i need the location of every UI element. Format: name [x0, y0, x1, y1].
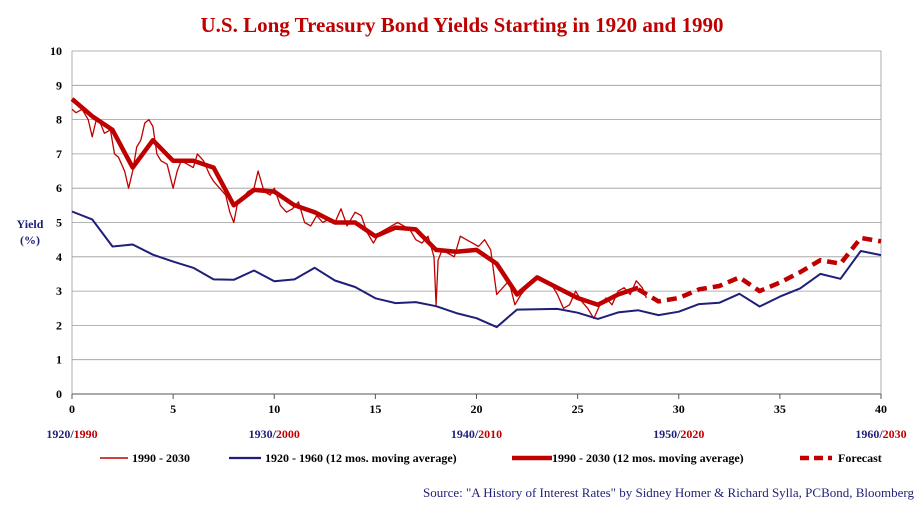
legend-label-1990-2030: 1990 - 2030 — [132, 451, 190, 465]
y-tick-label: 8 — [56, 113, 62, 127]
x-tick-label: 15 — [369, 402, 381, 416]
decade-labels: 1920/1990 1930/2000 1940/2010 1950/2020 1960… — [46, 427, 906, 441]
chart-title: U.S. Long Treasury Bond Yields Starting … — [201, 13, 724, 37]
decade-label: 1940/2010 — [451, 427, 502, 441]
x-tick-label: 20 — [471, 402, 483, 416]
gridlines — [71, 50, 882, 395]
decade-label: 1920/1990 — [46, 427, 97, 441]
y-tick-label: 2 — [56, 318, 62, 332]
x-tick-label: 35 — [774, 402, 786, 416]
series-lines — [70, 97, 882, 329]
x-tick-label: 5 — [170, 402, 176, 416]
y-tick-label: 0 — [56, 387, 62, 401]
source-note: Source: "A History of Interest Rates" by… — [423, 485, 914, 500]
y-axis-label: Yield — [17, 217, 44, 231]
decade-label: 1930/2000 — [249, 427, 300, 441]
y-tick-label: 6 — [56, 181, 62, 195]
legend-label-1920-1960: 1920 - 1960 (12 mos. moving average) — [265, 451, 457, 465]
legend-label-forecast: Forecast — [838, 451, 882, 465]
y-tick-labels: 0 1 2 3 4 5 6 7 8 9 10 — [50, 44, 62, 401]
series-line-thick-red — [70, 97, 640, 308]
x-tick-label: 25 — [572, 402, 584, 416]
y-tick-label: 9 — [56, 78, 62, 92]
decade-label: 1960/2030 — [855, 427, 906, 441]
x-tick-label: 40 — [875, 402, 887, 416]
decade-label: 1950/2020 — [653, 427, 704, 441]
y-tick-label: 7 — [56, 147, 62, 161]
y-tick-label: 10 — [50, 44, 62, 58]
x-tick-label: 30 — [673, 402, 685, 416]
y-axis-unit: (%) — [20, 233, 40, 247]
y-tick-label: 4 — [56, 250, 62, 264]
y-tick-label: 3 — [56, 284, 62, 298]
x-tick-label: 0 — [69, 402, 75, 416]
x-tick-labels: 0 5 10 15 20 25 30 35 40 — [69, 394, 887, 416]
y-tick-label: 1 — [56, 353, 62, 367]
legend-label-1990-2030-ma: 1990 - 2030 (12 mos. moving average) — [552, 451, 744, 465]
y-tick-label: 5 — [56, 216, 62, 230]
x-tick-label: 10 — [268, 402, 280, 416]
legend: 1990 - 2030 1920 - 1960 (12 mos. moving … — [100, 451, 882, 465]
series-line-navy — [71, 210, 882, 329]
series-line-dashed-red — [637, 235, 882, 304]
